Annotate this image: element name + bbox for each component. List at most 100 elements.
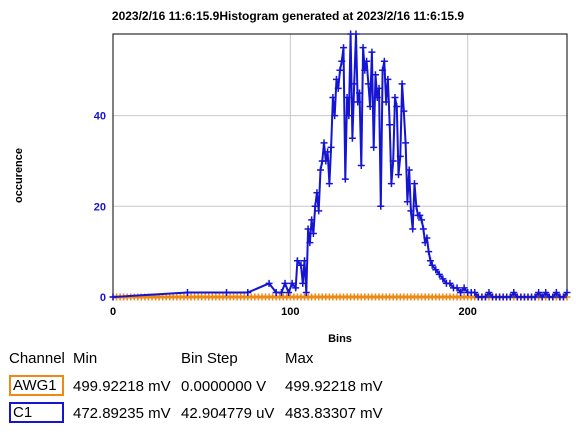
label-layer: 0 100 200 0 20 40 Bins occurence: [13, 111, 477, 345]
data-point-c1: [428, 261, 436, 269]
data-point-c1: [384, 75, 392, 83]
data-point-c1: [481, 293, 489, 301]
data-point-c1: [302, 288, 310, 296]
data-point-c1: [419, 225, 427, 233]
data-point-c1: [313, 189, 321, 197]
chart-title: 2023/2/16 11:6:15.9Histogram generated a…: [111, 9, 465, 23]
data-point-c1: [316, 166, 324, 174]
data-point-c1: [277, 288, 285, 296]
data-point-c1: [409, 225, 417, 233]
data-point-c1: [389, 157, 397, 165]
data-point-c1: [387, 180, 395, 188]
data-point-c1: [393, 103, 401, 111]
data-point-c1: [309, 230, 317, 238]
data-point-c1: [336, 66, 344, 74]
data-point-c1: [421, 239, 429, 247]
data-point-c1: [340, 44, 348, 52]
data-point-c1: [320, 139, 328, 147]
data-point-c1: [410, 180, 418, 188]
data-point-c1: [395, 171, 403, 179]
data-point-c1: [471, 288, 479, 296]
data-point-c1: [293, 257, 301, 265]
data-point-c1: [370, 143, 378, 151]
bin-step-value: 42.904779 uV: [181, 405, 275, 422]
data-point-c1: [402, 139, 410, 147]
data-point-c1: [322, 157, 330, 165]
data-point-c1: [363, 57, 371, 65]
data-point-c1: [332, 75, 340, 83]
data-point-c1: [311, 202, 319, 210]
data-point-c1: [418, 216, 426, 224]
data-point-c1: [285, 288, 293, 296]
data-point-c1: [405, 166, 413, 174]
min-value: 499.92218 mV: [73, 378, 171, 395]
data-point-c1: [377, 202, 385, 210]
data-point-c1: [426, 257, 434, 265]
data-point-c1: [292, 284, 300, 292]
header-bin-step: Bin Step: [181, 350, 238, 367]
data-point-c1: [416, 211, 424, 219]
data-point-c1: [379, 66, 387, 74]
data-point-c1: [435, 270, 443, 278]
data-point-c1: [324, 148, 332, 156]
table-row-awg1: AWG1 499.92218 mV 0.0000000 V 499.92218 …: [0, 375, 576, 399]
data-point-c1: [552, 288, 560, 296]
x-axis-label: Bins: [328, 333, 352, 345]
data-point-c1: [297, 261, 305, 269]
data-point-c1: [407, 207, 415, 215]
data-point-c1: [343, 93, 351, 101]
data-point-c1: [359, 44, 367, 52]
channel-stats-table: Channel Min Bin Step Max AWG1 499.92218 …: [0, 350, 576, 432]
data-point-c1: [403, 198, 411, 206]
data-point-c1: [327, 143, 335, 151]
data-point-c1: [382, 98, 390, 106]
data-point-c1: [559, 293, 567, 301]
data-point-c1: [265, 279, 273, 287]
data-point-c1: [510, 288, 518, 296]
channel-chip-awg1[interactable]: AWG1: [9, 375, 64, 396]
data-point-c1: [396, 152, 404, 160]
data-point-c1: [423, 234, 431, 242]
x-tick-label: 100: [281, 306, 299, 318]
data-point-c1: [457, 288, 465, 296]
data-point-c1: [391, 93, 399, 101]
bin-step-value: 0.0000000 V: [181, 378, 267, 395]
data-point-c1: [412, 202, 420, 210]
table-row-c1: C1 472.89235 mV 42.904779 uV 483.83307 m…: [0, 402, 576, 426]
x-tick-label: 200: [459, 306, 477, 318]
data-point-c1: [348, 134, 356, 142]
x-tick-label: 0: [110, 306, 116, 318]
data-point-c1: [306, 239, 314, 247]
data-point-c1: [299, 279, 307, 287]
data-point-c1: [531, 293, 539, 301]
max-value: 483.83307 mV: [285, 405, 383, 422]
data-point-c1: [375, 84, 383, 92]
header-channel: Channel: [9, 350, 65, 367]
data-point-c1: [368, 48, 376, 56]
data-point-c1: [315, 207, 323, 215]
data-point-c1: [304, 225, 312, 233]
histogram-chart: 0 100 200 0 20 40 Bins occurence: [13, 30, 571, 345]
data-point-c1: [301, 257, 309, 265]
data-point-c1: [563, 288, 571, 296]
data-point-c1: [542, 288, 550, 296]
data-point-c1: [425, 248, 433, 256]
data-point-c1: [350, 80, 358, 88]
channel-chip-c1[interactable]: C1: [9, 402, 64, 423]
data-point-c1: [288, 279, 296, 287]
data-point-c1: [380, 57, 388, 65]
data-point-c1: [308, 216, 316, 224]
data-point-c1: [432, 266, 440, 274]
data-point-c1: [183, 288, 191, 296]
data-point-c1: [329, 93, 337, 101]
data-point-c1: [281, 279, 289, 287]
data-point-c1: [549, 293, 557, 301]
data-point-c1: [338, 57, 346, 65]
data-point-c1: [398, 80, 406, 88]
data-point-c1: [364, 80, 372, 88]
min-value: 472.89235 mV: [73, 405, 171, 422]
header-min: Min: [73, 350, 98, 367]
data-point-c1: [361, 66, 369, 74]
data-point-c1: [485, 288, 493, 296]
data-point-c1: [354, 98, 362, 106]
